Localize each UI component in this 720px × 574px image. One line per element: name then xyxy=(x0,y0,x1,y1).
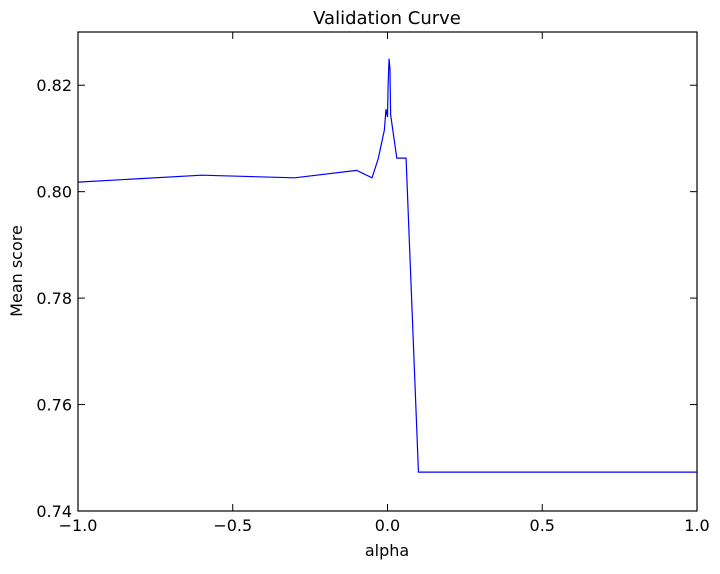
y-tick-label: 0.78 xyxy=(36,289,72,308)
x-tick-label: 0.0 xyxy=(375,516,400,535)
x-tick-label: 1.0 xyxy=(684,516,709,535)
x-tick-label: −0.5 xyxy=(213,516,252,535)
y-tick-label: 0.82 xyxy=(36,76,72,95)
plot-frame xyxy=(77,31,698,512)
ticks-layer: −1.0 −0.5 0.0 0.5 1.0 0.74 0.76 0.78 0.80 0.82 xyxy=(36,32,710,535)
y-axis-label: Mean score xyxy=(7,225,26,317)
y-tick-label: 0.74 xyxy=(36,502,72,521)
series-layer xyxy=(77,58,697,473)
series-line xyxy=(77,58,697,473)
x-tick-label: 0.5 xyxy=(530,516,555,535)
x-tick-label: −1.0 xyxy=(59,516,98,535)
y-tick-label: 0.76 xyxy=(36,396,72,415)
y-tick-label: 0.80 xyxy=(36,183,72,202)
x-axis-label: alpha xyxy=(365,541,409,560)
chart-title: Validation Curve xyxy=(313,8,461,29)
